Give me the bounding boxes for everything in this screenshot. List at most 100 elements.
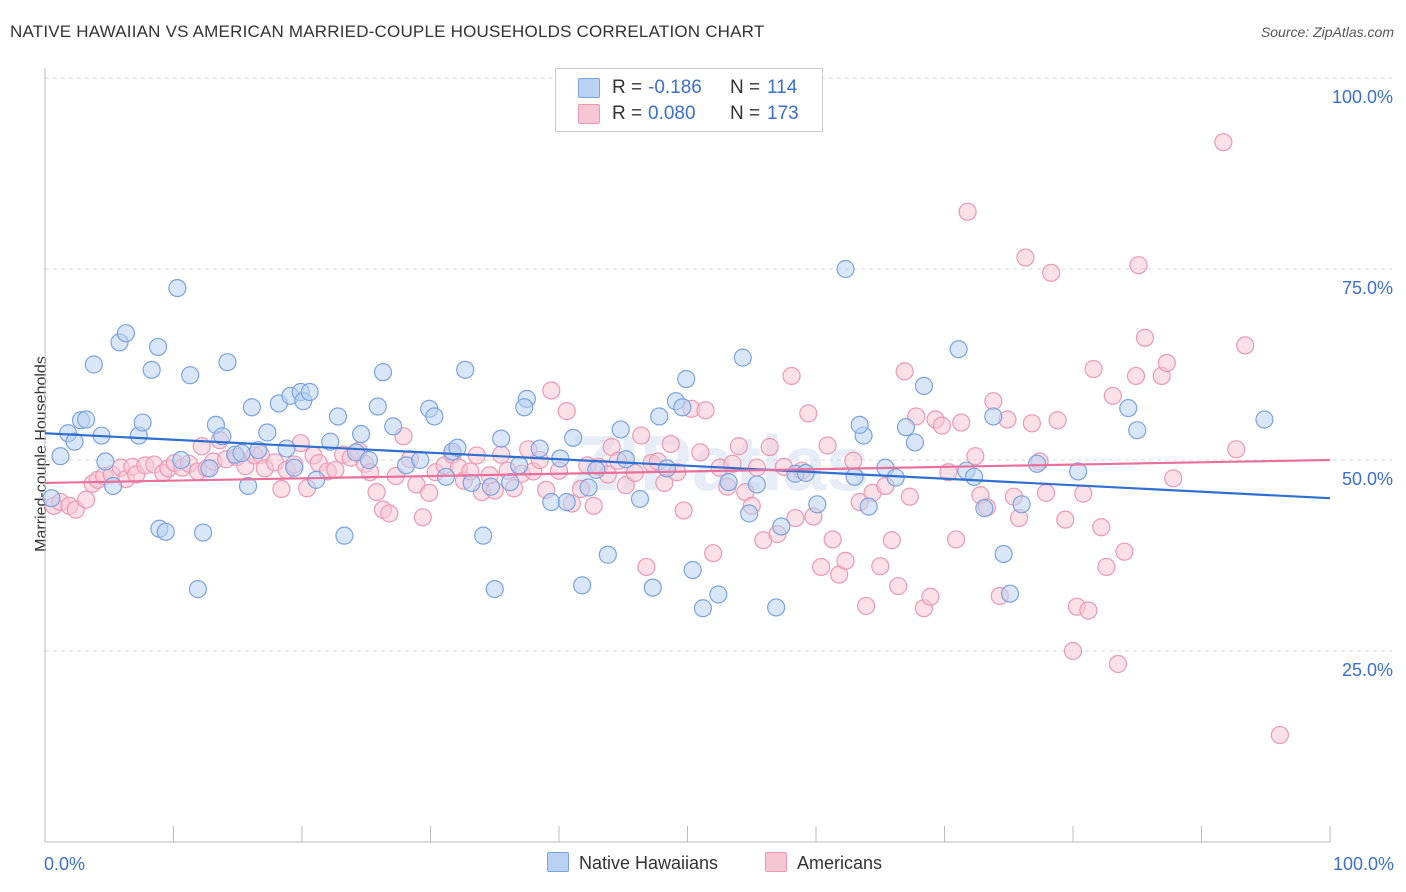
native-point [994,544,1013,564]
american-point [1042,263,1061,282]
american-point [691,443,710,462]
american-point [542,381,561,400]
native-point [277,439,296,458]
native-point [172,450,191,470]
native-point [643,578,662,597]
x-tick-label-max: 100.0% [1333,854,1394,874]
american-point [1097,557,1116,577]
american-point [952,413,971,432]
bottom-legend-native: Native Hawaiians [547,852,718,874]
american-point [799,404,818,423]
native-point [84,355,103,374]
y-tick-labels: 100.0% 75.0% 50.0% 25.0% [1332,87,1393,680]
bottom-legend-american: Americans [765,852,882,874]
american-point [637,557,656,577]
american-point [1056,510,1075,529]
american-point [1074,484,1093,503]
american-point [661,434,680,454]
axis-ticks [44,826,1331,842]
american-point [844,451,863,470]
native-point [307,470,326,489]
native-point [238,476,258,496]
american-point [1135,328,1155,347]
y-tick-label: 75.0% [1342,278,1393,298]
native-point [693,599,713,618]
american-point [1048,411,1067,430]
american-point [1022,414,1041,433]
american-point [818,436,837,455]
american-point [367,482,386,502]
native-point [77,410,96,429]
american-point [747,458,766,477]
native-point [673,398,692,417]
american-point [413,508,432,527]
american-point [1115,542,1134,561]
native-point [564,428,583,447]
native-point [914,376,934,395]
legend-n-label: N = [730,103,761,124]
native-point [845,467,864,486]
native-point [373,363,393,382]
bottom-swatch-native [547,852,569,872]
native-point [242,398,261,417]
native-point [573,576,592,595]
legend-n-value: 114 [767,77,798,98]
american-point [1270,725,1289,745]
native-point [200,459,219,478]
bottom-legend-native-label: Native Hawaiians [579,853,719,873]
native-point [321,432,340,451]
american-point [492,445,511,464]
x-tick-label-min: 0.0% [44,854,85,874]
american-point [946,530,966,549]
native-point [1012,495,1031,514]
series-americans [44,133,1289,745]
native-point [116,324,136,343]
american-point [984,392,1003,411]
native-point [975,499,994,518]
native-point [984,407,1003,426]
native-point [579,478,598,497]
american-point [1164,469,1183,488]
native-point [1128,421,1147,440]
american-point [921,587,940,606]
native-point [142,360,161,379]
native-point [492,429,511,448]
native-point [510,456,529,475]
native-point [772,517,791,536]
native-point [598,545,617,564]
native-point [168,279,187,298]
native-point [630,489,650,509]
native-point [808,495,827,514]
american-point [782,366,801,386]
native-point [104,476,123,496]
legend-r-label: R = [612,77,643,98]
native-point [747,475,766,494]
american-point [1079,601,1098,620]
native-point [96,452,115,471]
american-point [900,487,919,506]
native-point [368,397,387,416]
american-point [895,362,914,381]
american-point [729,437,749,456]
american-point [1103,386,1122,405]
y-tick-label: 25.0% [1342,660,1393,680]
legend-swatch-american [578,104,600,124]
american-point [958,202,977,221]
native-point [719,473,738,492]
native-point [133,413,152,432]
american-point [557,402,576,421]
native-point [767,598,786,617]
native-point [650,407,669,426]
legend-r-value: 0.080 [648,103,696,124]
legend-r-label: R = [612,103,643,124]
american-point [380,504,399,523]
native-point [232,444,251,463]
american-point [1036,483,1056,502]
american-point [1129,256,1148,275]
american-point [836,551,855,570]
native-point [193,523,213,542]
native-point [677,369,696,389]
american-point [932,416,952,435]
native-point [156,522,175,541]
